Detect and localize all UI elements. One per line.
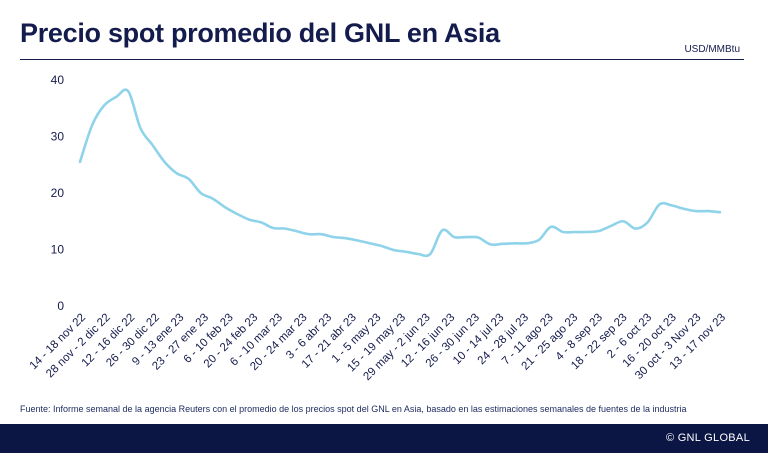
y-tick-label: 10 bbox=[51, 243, 65, 257]
series-layer bbox=[78, 88, 722, 258]
y-tick-label: 0 bbox=[57, 299, 64, 313]
footer-bar: © GNL GLOBAL bbox=[0, 424, 768, 453]
title-divider bbox=[20, 59, 744, 60]
y-tick-label: 30 bbox=[51, 130, 65, 144]
source-note: Fuente: Informe semanal de la agencia Re… bbox=[20, 404, 687, 414]
chart-title: Precio spot promedio del GNL en Asia bbox=[20, 18, 500, 48]
y-tick-label: 20 bbox=[51, 186, 65, 200]
unit-label: USD/MMBtu bbox=[684, 44, 740, 55]
brand-label: © GNL GLOBAL bbox=[665, 432, 750, 444]
y-tick-label: 40 bbox=[51, 73, 65, 87]
price-series-line bbox=[78, 88, 722, 258]
y-axis: 0 10 20 30 40 bbox=[51, 73, 65, 313]
